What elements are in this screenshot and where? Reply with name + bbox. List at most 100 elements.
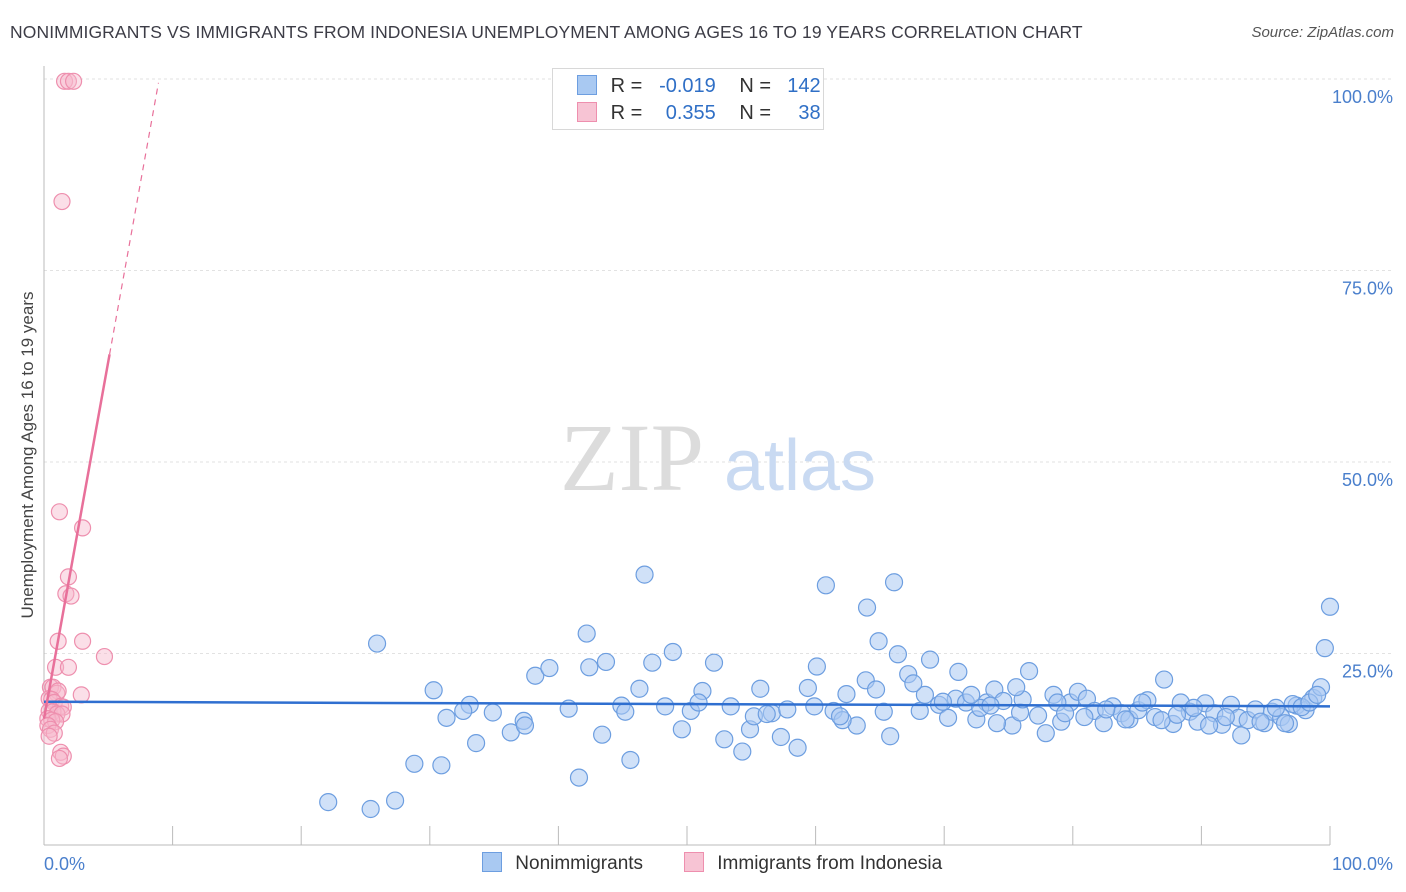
n-label: N = [739,75,772,97]
data-point-nonimmigrant [1133,693,1152,712]
watermark-zip: ZIP [560,404,704,511]
data-point-nonimmigrant [933,692,953,711]
data-point-nonimmigrant [540,658,559,678]
data-point-nonimmigrant [884,573,904,592]
y-axis-label: Unemployment Among Ages 16 to 19 years [18,291,37,619]
data-point-nonimmigrant [1232,726,1251,745]
data-point-immigrant [50,749,69,768]
chart-title: NONIMMIGRANTS VS IMMIGRANTS FROM INDONES… [10,22,1083,42]
data-point-immigrant [73,632,92,650]
data-point-nonimmigrant [466,734,486,753]
data-point-nonimmigrant [385,791,405,810]
data-point-nonimmigrant [593,725,612,744]
data-point-nonimmigrant [1116,710,1135,729]
data-point-nonimmigrant [1308,685,1327,704]
data-point-nonimmigrant [857,598,877,617]
data-point-nonimmigrant [1075,707,1094,727]
data-point-nonimmigrant [1167,705,1187,724]
data-point-nonimmigrant [483,703,502,722]
data-point-immigrant [64,72,83,90]
correlation-legend: R = -0.019 N = 142 R = 0.355 N = 38 [552,68,824,130]
r-value: -0.019 [659,75,716,97]
data-point-nonimmigrant [405,754,424,773]
r-label: R = [610,102,643,124]
y-tick-label: 25.0% [1342,662,1393,682]
y-tick-label: 100.0% [1332,87,1393,107]
data-point-nonimmigrant [367,634,387,653]
data-point-nonimmigrant [526,666,545,685]
x-tick-labels: 0.0% 100.0% [44,854,1393,874]
data-point-nonimmigrant [1320,597,1340,616]
data-point-immigrant [59,72,78,90]
data-point-nonimmigrant [635,565,654,584]
n-value: 38 [798,102,821,124]
data-point-nonimmigrant [663,642,682,662]
data-point-nonimmigrant [807,657,826,676]
data-point-nonimmigrant [432,756,451,775]
data-point-nonimmigrant [630,679,649,698]
data-point-nonimmigrant [515,716,535,735]
data-point-nonimmigrant [751,679,770,698]
pink-swatch-icon [684,852,704,872]
data-point-immigrant [55,72,74,90]
data-point-nonimmigrant [757,704,776,724]
pink-swatch-icon [577,102,597,122]
data-point-nonimmigrant [319,793,338,812]
data-point-nonimmigrant [888,645,908,664]
data-point-nonimmigrant [771,727,790,747]
data-point-nonimmigrant [577,624,596,643]
data-point-nonimmigrant [721,697,740,716]
data-point-nonimmigrant [1216,707,1235,727]
blue-swatch-icon [482,852,502,872]
legend-item-immigrants: Immigrants from Indonesia [684,852,942,875]
data-point-nonimmigrant [798,678,817,698]
data-point-nonimmigrant [1251,712,1270,731]
y-tick-labels: 100.0% 75.0% 50.0% 25.0% [1332,87,1393,682]
data-point-nonimmigrant [920,650,940,669]
data-point-immigrant [72,686,90,704]
data-point-nonimmigrant [704,653,724,672]
watermark: ZIP atlas [560,404,876,511]
blue-swatch-icon [577,75,597,95]
x-tick-label: 100.0% [1332,854,1393,874]
data-point-nonimmigrant [715,730,734,749]
data-point-immigrant [54,698,72,716]
data-point-nonimmigrant [1266,698,1286,717]
watermark-atlas: atlas [724,426,876,506]
legend-row-nonimmigrants: R = -0.019 N = 142 [577,75,821,99]
data-point-nonimmigrant [1200,716,1219,735]
data-point-nonimmigrant [672,720,691,739]
data-point-nonimmigrant [949,662,968,681]
data-point-nonimmigrant [1019,662,1039,681]
data-point-nonimmigrant [621,750,640,770]
n-label: N = [739,102,772,124]
data-point-nonimmigrant [788,738,807,757]
data-point-nonimmigrant [874,702,893,721]
data-point-nonimmigrant [816,576,835,595]
source-credit: Source: ZipAtlas.com [1251,24,1394,41]
trend-line-immigrants [42,354,111,719]
x-tick-label: 0.0% [44,854,85,874]
data-point-immigrant [95,647,114,666]
data-point-nonimmigrant [1315,639,1334,658]
data-point-nonimmigrant [1184,698,1203,717]
data-point-nonimmigrant [569,768,589,787]
data-point-nonimmigrant [689,693,708,712]
legend-label: Immigrants from Indonesia [717,853,943,874]
axes [43,66,1331,846]
data-point-nonimmigrant [915,685,935,704]
data-point-nonimmigrant [361,799,380,819]
legend-label: Nonimmigrants [515,853,644,874]
data-point-nonimmigrant [830,707,850,726]
data-point-nonimmigrant [454,701,473,721]
r-value: 0.355 [665,102,716,124]
data-point-immigrant [53,192,71,211]
data-point-immigrant [45,724,63,742]
data-point-nonimmigrant [1028,706,1048,725]
data-point-nonimmigrant [805,697,824,716]
trend-line-nonimmigrants [43,700,1331,708]
data-point-immigrant [50,503,69,521]
data-point-nonimmigrant [837,684,856,704]
data-point-nonimmigrant [616,702,635,721]
data-point-nonimmigrant [1097,700,1116,719]
